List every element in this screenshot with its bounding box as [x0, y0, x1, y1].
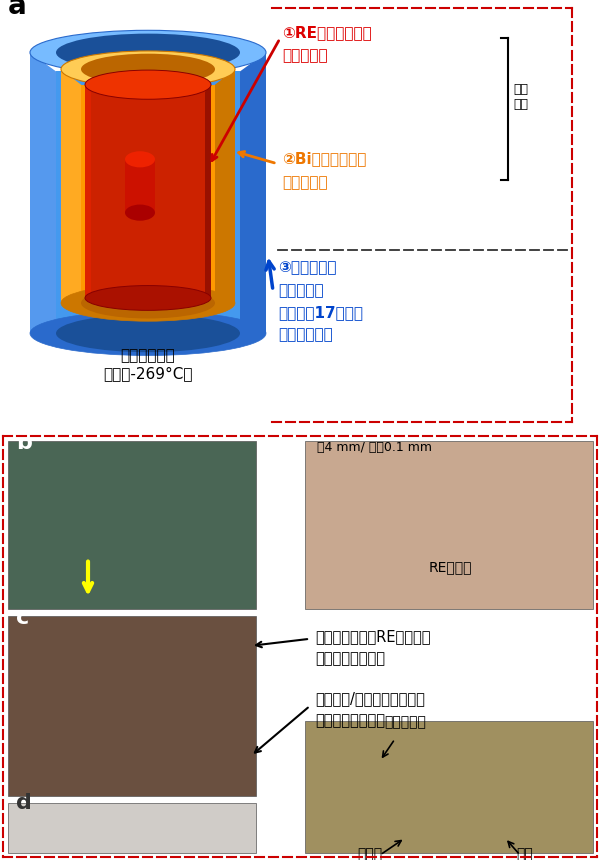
Text: を挟みながら巻く: を挟みながら巻く: [315, 713, 385, 728]
Text: 銅側: 銅側: [517, 847, 533, 860]
Text: 絶縁していないRE系線材を: 絶縁していないRE系線材を: [315, 629, 431, 644]
Ellipse shape: [61, 51, 235, 88]
Ellipse shape: [125, 205, 155, 221]
Polygon shape: [205, 84, 211, 298]
Ellipse shape: [125, 151, 155, 168]
Text: ③低温超電導: ③低温超電導: [278, 261, 337, 275]
Bar: [8, 803, 256, 853]
Text: 液体ヘリウム
冷却（-269°C）: 液体ヘリウム 冷却（-269°C）: [103, 348, 193, 381]
Text: 内層コイル: 内層コイル: [282, 48, 328, 64]
Text: RE系線材: RE系線材: [428, 560, 472, 574]
Text: 直列
通電: 直列 通電: [513, 83, 528, 111]
Text: 幈4 mm/ 厚み0.1 mm: 幈4 mm/ 厚み0.1 mm: [317, 440, 432, 453]
Text: 層間に銅/ポリマーの複合材: 層間に銅/ポリマーの複合材: [315, 691, 425, 706]
Text: d: d: [16, 793, 32, 813]
Text: 中層コイル: 中層コイル: [282, 175, 328, 190]
Polygon shape: [240, 52, 266, 334]
Ellipse shape: [30, 30, 266, 75]
Bar: [305, 440, 593, 609]
Bar: [305, 721, 593, 853]
Polygon shape: [30, 52, 56, 334]
Bar: [8, 616, 256, 796]
Ellipse shape: [56, 315, 240, 353]
Text: 複合材: 複合材: [358, 847, 383, 860]
Bar: [8, 440, 256, 609]
Text: c: c: [16, 608, 29, 628]
Polygon shape: [81, 84, 215, 303]
Polygon shape: [61, 69, 81, 303]
Text: ①RE系高温超電導: ①RE系高温超電導: [282, 25, 372, 40]
Polygon shape: [215, 69, 235, 303]
Ellipse shape: [56, 34, 240, 71]
Text: a: a: [8, 0, 27, 20]
Text: マグネット）: マグネット）: [278, 328, 333, 342]
Polygon shape: [85, 84, 91, 298]
Ellipse shape: [30, 311, 266, 355]
Polygon shape: [125, 159, 155, 212]
Text: ②Bi系高温超電導: ②Bi系高温超電導: [282, 151, 367, 167]
Text: b: b: [16, 433, 32, 452]
Ellipse shape: [81, 287, 215, 318]
Text: ポリマー側: ポリマー側: [384, 715, 426, 729]
Text: らせん形状に巻く: らせん形状に巻く: [315, 651, 385, 666]
Polygon shape: [56, 71, 240, 334]
Text: 外層コイル: 外層コイル: [278, 283, 323, 298]
Ellipse shape: [85, 286, 211, 310]
Ellipse shape: [85, 71, 211, 99]
Text: （大口彄17テスラ: （大口彄17テスラ: [278, 305, 363, 320]
Ellipse shape: [61, 285, 235, 322]
Ellipse shape: [81, 53, 215, 84]
Polygon shape: [85, 84, 211, 298]
